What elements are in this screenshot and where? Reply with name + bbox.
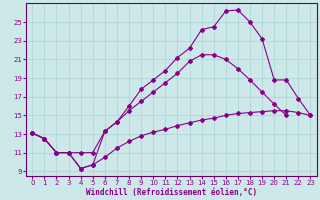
X-axis label: Windchill (Refroidissement éolien,°C): Windchill (Refroidissement éolien,°C) — [86, 188, 257, 197]
